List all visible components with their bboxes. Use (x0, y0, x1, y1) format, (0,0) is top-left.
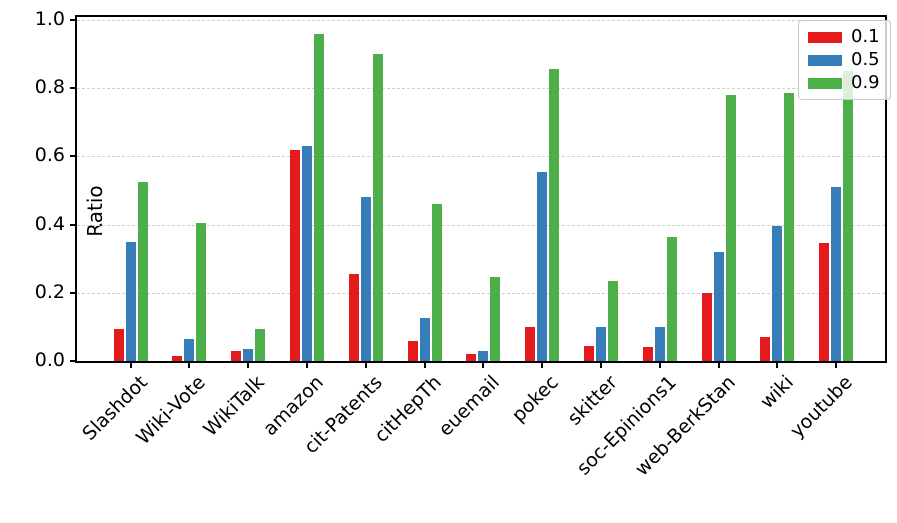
x-tick-mark (305, 363, 308, 368)
bar-cit-Patents-0.9 (372, 54, 383, 361)
y-tick-label-1.0: 1.0 (34, 8, 65, 30)
bar-wiki-0.1 (760, 337, 771, 361)
legend-item-0.9: 0.9 (808, 74, 880, 92)
y-tick-mark (70, 223, 75, 226)
gridline-y-0.4 (77, 224, 885, 226)
legend-label: 0.9 (851, 72, 880, 93)
bar-skitter-0.5 (595, 326, 606, 361)
bar-soc-Epinions1-0.9 (666, 236, 677, 361)
gridline-y-0.6 (77, 156, 885, 158)
legend-label: 0.1 (851, 26, 880, 47)
bar-euemail-0.9 (490, 277, 501, 361)
y-tick-mark (70, 155, 75, 158)
gridline-y-0.8 (77, 88, 885, 90)
bar-Slashdot-0.5 (125, 241, 136, 361)
bar-Wiki-Vote-0.5 (184, 338, 195, 361)
bar-Wiki-Vote-0.9 (196, 222, 207, 361)
y-tick-label-0.6: 0.6 (34, 144, 65, 167)
x-tick-mark (129, 363, 132, 368)
x-tick-label-euemail: euemail (434, 371, 505, 441)
gridline-y-1.0 (77, 20, 885, 21)
x-tick-mark (835, 363, 838, 368)
y-tick-mark (70, 19, 75, 21)
bar-pokec-0.5 (537, 171, 548, 361)
x-tick-label-skitter: skitter (563, 371, 622, 430)
bar-euemail-0.1 (466, 354, 477, 361)
bar-Wiki-Vote-0.1 (172, 355, 183, 361)
bar-euemail-0.5 (478, 350, 489, 361)
bar-wiki-0.5 (772, 226, 783, 361)
bar-amazon-0.1 (289, 149, 300, 361)
bar-Slashdot-0.9 (137, 181, 148, 361)
y-tick-mark (70, 360, 75, 362)
bar-pokec-0.1 (525, 326, 536, 361)
x-tick-mark (541, 363, 544, 368)
bar-web-BerkStan-0.1 (701, 292, 712, 361)
x-tick-mark (364, 363, 367, 368)
y-tick-label-0.4: 0.4 (34, 212, 65, 235)
bar-WikiTalk-0.9 (255, 328, 266, 361)
legend-item-0.1: 0.1 (808, 28, 880, 46)
bar-wiki-0.9 (784, 93, 795, 361)
bar-cit-Patents-0.5 (360, 197, 371, 361)
bar-soc-Epinions1-0.1 (642, 347, 653, 361)
legend-swatch-0.9 (808, 77, 842, 89)
legend: 0.1 0.5 0.9 (798, 20, 891, 100)
bar-web-BerkStan-0.5 (713, 251, 724, 361)
bar-cit-Patents-0.1 (348, 274, 359, 361)
x-tick-mark (717, 363, 720, 368)
bar-soc-Epinions1-0.5 (654, 326, 665, 361)
x-tick-mark (776, 363, 779, 368)
bar-WikiTalk-0.1 (231, 350, 242, 361)
bar-citHepTh-0.5 (419, 318, 430, 361)
x-tick-mark (599, 363, 602, 368)
bar-amazon-0.5 (301, 146, 312, 361)
y-tick-label-0.0: 0.0 (34, 349, 65, 371)
bar-amazon-0.9 (313, 33, 324, 361)
y-tick-label-0.2: 0.2 (34, 280, 65, 303)
bar-WikiTalk-0.5 (243, 349, 254, 361)
x-tick-mark (247, 363, 250, 368)
y-tick-label-0.8: 0.8 (34, 76, 65, 99)
x-tick-mark (482, 363, 485, 368)
bar-Slashdot-0.1 (113, 328, 124, 361)
x-tick-mark (658, 363, 661, 368)
bar-citHepTh-0.1 (407, 340, 418, 361)
legend-swatch-0.5 (808, 54, 842, 66)
x-tick-label-pokec: pokec (507, 371, 563, 427)
bar-skitter-0.1 (583, 345, 594, 361)
x-tick-label-WikiTalk: WikiTalk (199, 371, 269, 441)
y-tick-mark (70, 87, 75, 90)
y-axis-title: Ratio (83, 185, 107, 237)
legend-item-0.5: 0.5 (808, 51, 880, 69)
gridline-y-0.2 (77, 292, 885, 294)
bar-youtube-0.9 (843, 71, 854, 361)
legend-label: 0.5 (851, 49, 880, 70)
x-tick-label-wiki: wiki (756, 371, 799, 414)
bar-citHepTh-0.9 (431, 204, 442, 361)
x-tick-mark (423, 363, 426, 368)
bar-youtube-0.5 (831, 187, 842, 361)
bar-pokec-0.9 (549, 69, 560, 361)
x-tick-mark (188, 363, 191, 368)
plot-area: Ratio (75, 15, 887, 363)
bar-web-BerkStan-0.9 (725, 95, 736, 361)
x-tick-label-youtube: youtube (786, 371, 857, 443)
legend-swatch-0.1 (808, 31, 842, 43)
y-tick-mark (70, 291, 75, 294)
bar-youtube-0.1 (819, 243, 830, 361)
bar-skitter-0.9 (607, 280, 618, 361)
